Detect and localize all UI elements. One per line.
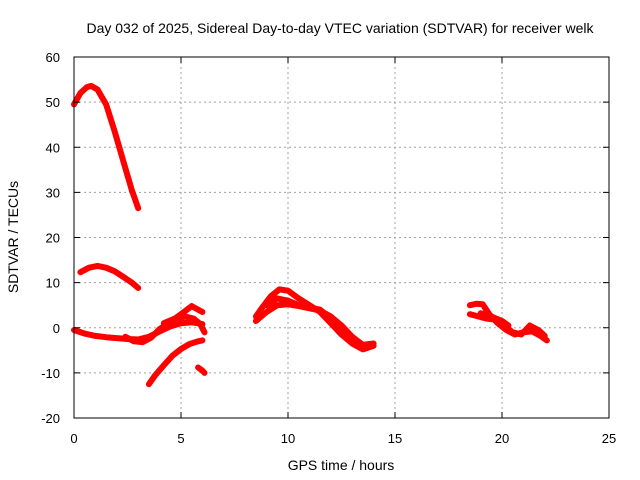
x-tick-label: 0 <box>70 431 77 446</box>
x-tick-label: 10 <box>281 431 295 446</box>
grid <box>74 57 609 418</box>
series-arc-zero-b <box>122 303 206 346</box>
y-tick-label: -20 <box>41 411 60 426</box>
series-arc-noon-c <box>263 295 366 352</box>
y-tick-label: -10 <box>41 366 60 381</box>
y-tick-label: 30 <box>46 185 60 200</box>
y-tick-label: 60 <box>46 50 60 65</box>
x-tick-label: 15 <box>388 431 402 446</box>
y-tick-label: 50 <box>46 95 60 110</box>
y-tick-label: 20 <box>46 231 60 246</box>
series-arc-low-tail <box>195 364 208 376</box>
series-arc-low <box>145 337 206 388</box>
y-tick-label: 10 <box>46 276 60 291</box>
x-axis-label: GPS time / hours <box>288 457 395 473</box>
x-tick-label: 25 <box>602 431 616 446</box>
y-tick-label: 40 <box>46 140 60 155</box>
series-arc-late-c <box>477 310 512 329</box>
series-arc-late-b <box>466 311 548 339</box>
x-tick-label: 5 <box>177 431 184 446</box>
series-layer <box>71 82 550 388</box>
series-arc-mid <box>77 262 142 291</box>
series-arc-zero-c <box>160 313 208 336</box>
x-tick-label: 20 <box>495 431 509 446</box>
series-arc-high <box>71 82 142 212</box>
y-tick-label: 0 <box>53 321 60 336</box>
chart-title: Day 032 of 2025, Sidereal Day-to-day VTE… <box>86 20 594 36</box>
y-axis-label: SDTVAR / TECUs <box>5 181 21 293</box>
ticks: 0 5 10 15 20 25 -20 -10 0 10 20 30 40 50 60 <box>41 50 616 446</box>
